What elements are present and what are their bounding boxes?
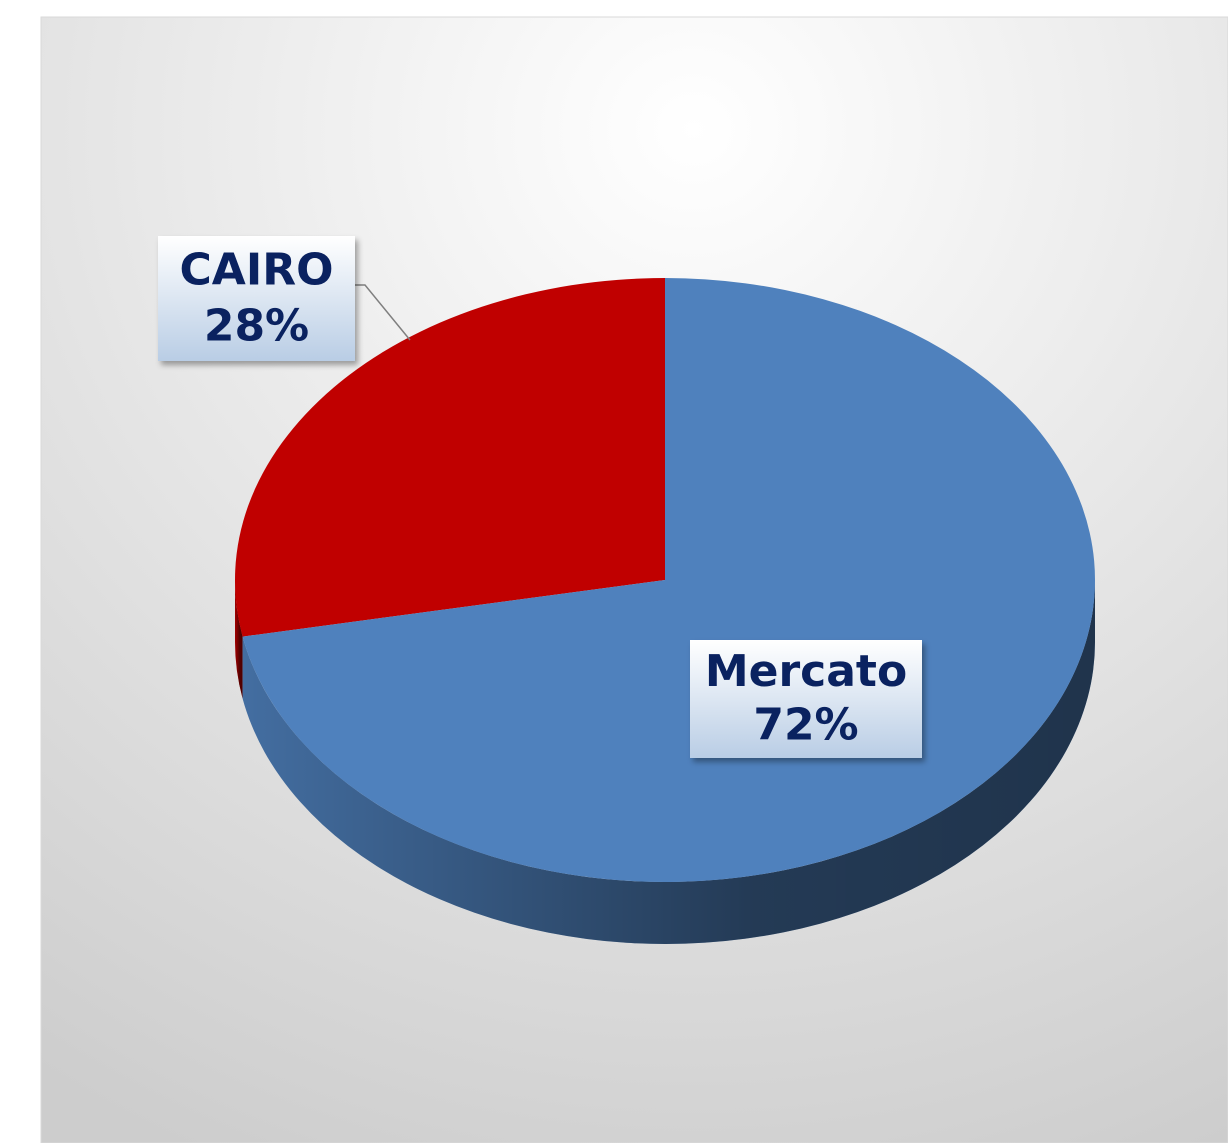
- side-shade: [235, 580, 243, 699]
- label-box: [690, 640, 922, 758]
- value-label: 72%: [753, 699, 858, 750]
- category-label: Mercato: [705, 646, 907, 697]
- slice: [235, 278, 665, 637]
- leader-line: [355, 284, 411, 341]
- value-label: 28%: [204, 301, 309, 352]
- side-shade: [242, 580, 1096, 945]
- label-box: [158, 236, 355, 361]
- pie: [235, 278, 1096, 945]
- category-label: CAIRO: [180, 244, 334, 295]
